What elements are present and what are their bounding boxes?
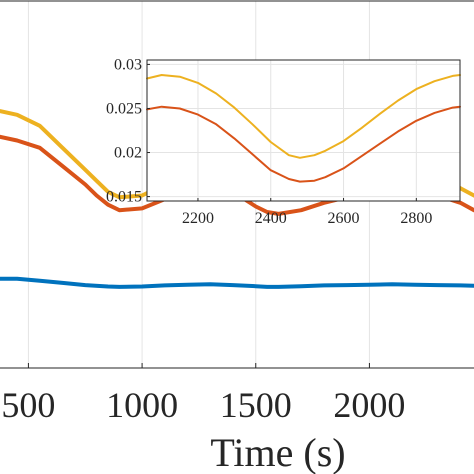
inset-chart: 2200 2400 2600 2800 0.015 0.02 0.025 0.03 [106, 56, 461, 227]
inset-series-group [146, 74, 461, 183]
main-x-axis-label: Time (s) [210, 430, 345, 474]
inset-x-tick-label: 2600 [328, 210, 360, 227]
inset-grid [147, 60, 460, 201]
inset-series-line [146, 74, 461, 159]
inset-y-tick-label: 0.015 [106, 189, 142, 206]
inset-frame [146, 59, 461, 202]
main-x-tick-label: 1500 [220, 385, 292, 425]
main-x-ticks: 500 1000 1500 2000 [1, 363, 405, 425]
main-x-tick-label: 500 [1, 385, 55, 425]
main-axes [0, 0, 474, 369]
main-x-tick-label: 2000 [333, 385, 405, 425]
inset-x-tick-label: 2800 [400, 210, 432, 227]
main-series-line [0, 276, 474, 289]
inset-y-tick-label: 0.025 [106, 100, 142, 117]
inset-ticks: 2200 2400 2600 2800 0.015 0.02 0.025 0.03 [106, 56, 432, 227]
inset-series-line [146, 105, 461, 183]
inset-y-tick-label: 0.03 [114, 56, 142, 73]
inset-y-tick-label: 0.02 [114, 145, 142, 162]
main-x-tick-label: 1000 [106, 385, 178, 425]
inset-x-tick-label: 2200 [182, 210, 214, 227]
inset-x-tick-label: 2400 [255, 210, 287, 227]
